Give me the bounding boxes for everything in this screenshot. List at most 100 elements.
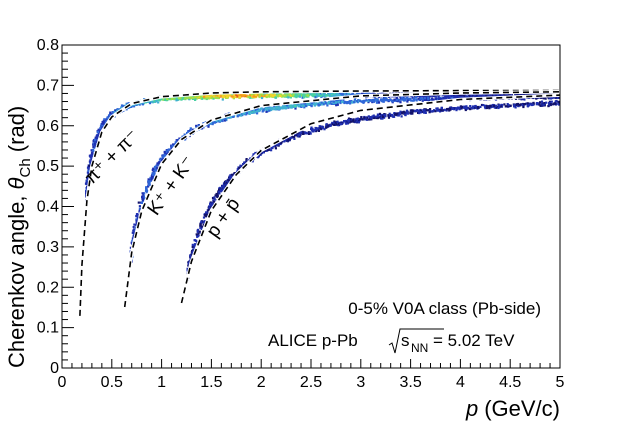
density-point [135, 215, 138, 218]
density-point [302, 93, 305, 96]
density-point [292, 93, 295, 96]
density-point [489, 105, 492, 108]
density-point [261, 110, 264, 113]
density-point [273, 108, 276, 111]
density-point [86, 177, 89, 180]
density-point [166, 149, 169, 152]
density-point [141, 197, 144, 200]
density-point [439, 109, 443, 112]
density-point [163, 150, 166, 153]
density-point [247, 96, 250, 99]
density-point [554, 102, 557, 105]
density-point [404, 111, 407, 114]
density-point [238, 166, 241, 169]
x-tick-label: 3 [356, 374, 365, 391]
density-point [157, 101, 160, 104]
density-point [309, 132, 312, 135]
density-point [201, 97, 204, 100]
density-point [481, 95, 484, 98]
density-point [446, 95, 449, 98]
density-point [426, 94, 430, 97]
density-point [204, 95, 208, 98]
density-point [460, 105, 463, 108]
density-point [451, 97, 454, 100]
density-point [138, 205, 141, 208]
density-point [507, 104, 510, 107]
density-point [265, 149, 268, 152]
density-point [435, 97, 438, 100]
density-point [396, 114, 399, 117]
density-point [254, 108, 257, 111]
density-point [326, 104, 329, 107]
x-tick-label: 1.5 [200, 374, 222, 391]
density-point [276, 93, 279, 96]
density-point [443, 97, 446, 100]
density-point [202, 216, 206, 219]
density-point [440, 108, 443, 111]
density-point [91, 155, 94, 158]
density-point [155, 100, 158, 103]
density-point [409, 112, 412, 115]
curve-series-0 [79, 89, 560, 316]
x-axis-var: p [465, 396, 478, 421]
density-point [458, 107, 461, 110]
density-point [469, 96, 472, 99]
density-point [400, 98, 403, 101]
density-point [423, 97, 426, 100]
density-point [487, 93, 490, 96]
density-point [402, 97, 406, 100]
density-point [346, 93, 349, 96]
density-point [150, 178, 153, 181]
density-point [463, 106, 466, 109]
density-point [523, 98, 526, 101]
density-point [326, 124, 329, 127]
density-point [433, 109, 436, 112]
density-point [334, 121, 337, 124]
density-point [352, 119, 355, 122]
density-point [116, 109, 119, 112]
density-point [132, 229, 135, 232]
density-point [494, 104, 498, 107]
density-point [295, 93, 298, 96]
density-point [225, 181, 228, 184]
density-point [329, 92, 332, 95]
density-point [320, 127, 324, 130]
x-axis-title: p (GeV/c) [465, 396, 560, 421]
density-point [189, 127, 192, 130]
density-point [508, 93, 511, 96]
density-point [230, 173, 233, 176]
density-point [265, 110, 268, 113]
density-point [293, 137, 296, 140]
density-point [221, 93, 224, 96]
density-point [327, 93, 330, 96]
density-point [303, 96, 306, 99]
density-point [414, 96, 418, 99]
density-point [140, 201, 143, 204]
density-point [360, 116, 363, 119]
density-point [542, 97, 545, 100]
density-point [402, 110, 405, 113]
density-point [497, 104, 500, 107]
density-point [261, 94, 264, 97]
density-point [218, 190, 221, 193]
density-point [369, 99, 372, 102]
density-point [385, 97, 388, 100]
density-point [178, 96, 181, 99]
density-point [268, 109, 271, 112]
density-point [215, 96, 218, 99]
density-point [427, 99, 430, 102]
density-point [349, 102, 352, 105]
density-point [469, 105, 472, 108]
density-point [428, 111, 431, 114]
density-point [402, 95, 405, 99]
density-point [147, 178, 150, 181]
density-point [323, 128, 326, 131]
density-point [168, 97, 171, 100]
density-point [207, 209, 210, 212]
density-point [284, 94, 287, 97]
density-point [446, 108, 449, 111]
density-point [365, 118, 369, 121]
density-point [437, 109, 441, 112]
density-point [152, 167, 155, 170]
